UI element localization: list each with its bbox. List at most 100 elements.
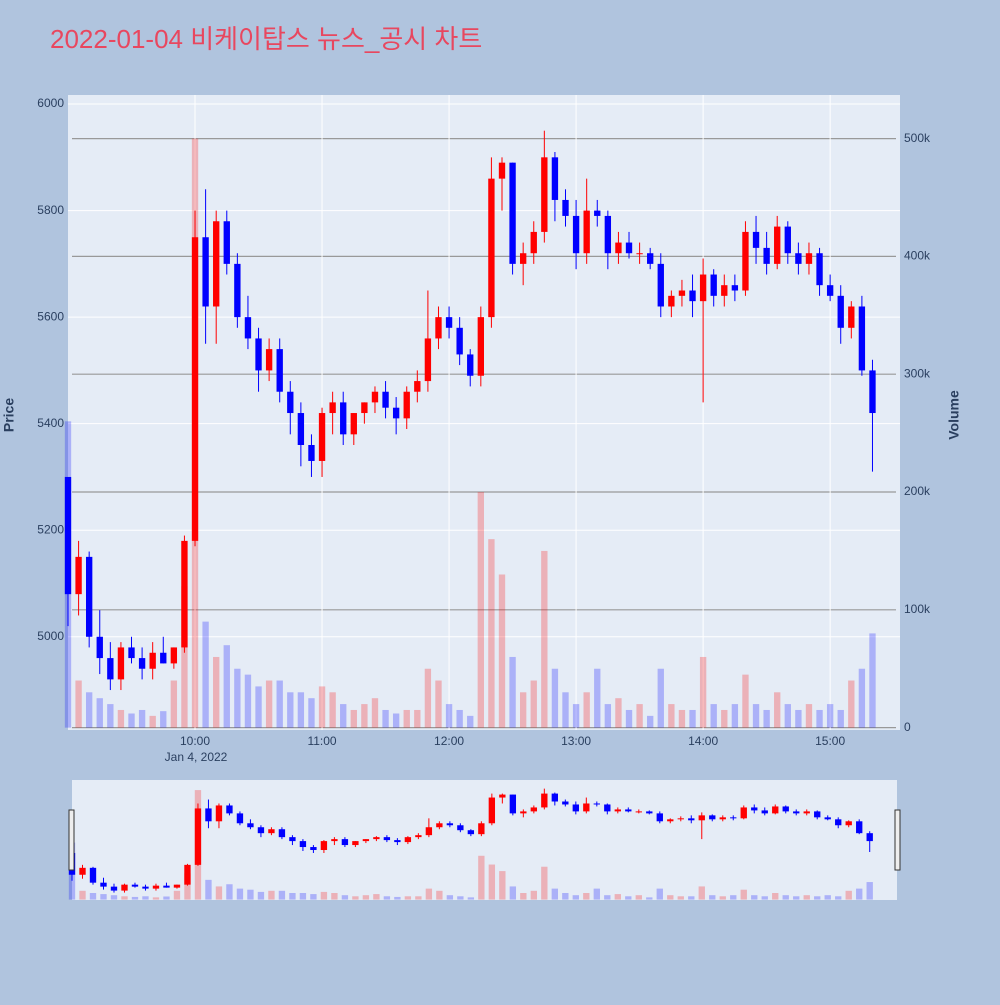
slider-candle-body <box>509 794 517 814</box>
slider-candle-body <box>856 821 863 834</box>
candle-body <box>477 317 484 376</box>
slider-handle[interactable] <box>894 809 901 871</box>
slider-volume-bar <box>247 889 254 900</box>
volume-bar <box>403 709 410 728</box>
slider-candle-body <box>142 886 149 889</box>
candle-body <box>615 242 622 254</box>
volume-bar <box>382 709 389 728</box>
candle-body <box>64 476 72 595</box>
volume-bar <box>138 709 146 728</box>
candle-body <box>456 327 463 355</box>
slider-volume-bar <box>257 891 265 900</box>
volume-bar <box>551 668 559 728</box>
candle-body <box>308 444 315 461</box>
slider-candle-body <box>89 867 97 883</box>
volume-bar <box>318 686 326 728</box>
y2-tick-label: 500k <box>904 131 931 145</box>
volume-bar <box>530 680 537 728</box>
slider-candle-body <box>751 807 758 811</box>
y2-tick-label: 0 <box>904 720 911 734</box>
volume-bar <box>329 692 336 728</box>
slider-candle-body <box>163 885 170 888</box>
slider-candle-body <box>289 837 296 842</box>
slider-volume-bar <box>667 895 674 900</box>
slider-candle-body <box>373 837 380 840</box>
slider-candle-body <box>709 815 716 820</box>
slider-candle-body <box>814 811 821 818</box>
slider-volume-bar <box>824 895 831 900</box>
candle-body <box>318 413 326 461</box>
candle-body <box>678 290 686 296</box>
slider-candle-body <box>583 803 590 812</box>
slider-candle-body <box>457 825 464 831</box>
volume-bar <box>477 492 484 728</box>
candle-body <box>234 263 241 318</box>
y2-tick-label: 200k <box>904 484 931 498</box>
slider-volume-bar <box>646 897 653 900</box>
candle-body <box>340 402 347 435</box>
candle-body <box>699 274 707 302</box>
volume-bar <box>488 539 495 728</box>
slider-volume-bar <box>100 894 107 900</box>
candle-body <box>742 231 749 291</box>
slider-volume-bar <box>404 896 412 900</box>
slider-candle-body <box>478 823 485 835</box>
slider-volume-bar <box>845 890 852 900</box>
candle-body <box>795 253 802 264</box>
volume-bar <box>456 709 463 728</box>
candle-body <box>816 253 823 286</box>
y2-tick-label: 400k <box>904 249 931 263</box>
slider-candle-body <box>866 833 873 842</box>
volume-bar <box>160 711 167 728</box>
slider-volume-bar <box>551 888 558 900</box>
volume-bar <box>202 621 209 728</box>
slider-volume-bar <box>341 895 349 900</box>
slider-candle-body <box>782 806 789 812</box>
chart-title: 2022-01-04 비케이탑스 뉴스_공시 차트 <box>50 24 482 54</box>
volume-bar <box>350 709 357 728</box>
volume-bar <box>519 692 527 728</box>
slider-candle-body <box>572 804 579 812</box>
slider-candle-body <box>278 829 286 838</box>
candle-body <box>75 556 82 595</box>
slider-volume-bar <box>730 895 737 900</box>
candle-body <box>414 381 421 392</box>
slider-candle-body <box>236 813 244 824</box>
slider-candle-body <box>488 797 496 824</box>
candle-body <box>572 215 580 254</box>
slider-volume-bar <box>751 895 758 900</box>
slider-candle-body <box>79 867 86 875</box>
slider-candle-body <box>320 841 328 851</box>
slider-candle-body <box>803 811 810 814</box>
volume-bar <box>297 692 305 728</box>
slider-candle-body <box>362 839 370 842</box>
candle-body <box>467 354 474 376</box>
range-slider[interactable] <box>72 780 897 900</box>
candle-body <box>774 226 781 264</box>
candle-body <box>117 647 125 680</box>
slider-candle-body <box>383 837 391 841</box>
slider-volume-bar <box>520 892 527 900</box>
slider-candle-body <box>761 810 768 814</box>
slider-handle[interactable] <box>68 809 75 871</box>
slider-volume-bar <box>131 896 139 900</box>
slider-candle-body <box>152 885 160 889</box>
candle-body <box>594 210 601 216</box>
slider-candle-body <box>520 811 527 814</box>
candle-body <box>583 210 590 254</box>
x-tick-label: 14:00 <box>688 734 718 748</box>
volume-bar <box>699 656 707 728</box>
volume-bar <box>371 698 379 728</box>
slider-candle-body <box>740 807 747 819</box>
slider-candle-body <box>425 827 433 836</box>
slider-candle-body <box>352 841 359 846</box>
slider-volume-bar <box>856 888 863 900</box>
slider-candle-body <box>446 823 454 826</box>
candle-body <box>858 306 866 371</box>
candle-body <box>869 370 876 414</box>
volume-bar <box>858 668 866 728</box>
volume-bar <box>816 709 823 728</box>
volume-bar <box>848 680 855 728</box>
volume-bar <box>181 586 188 728</box>
candle-body <box>424 338 432 382</box>
